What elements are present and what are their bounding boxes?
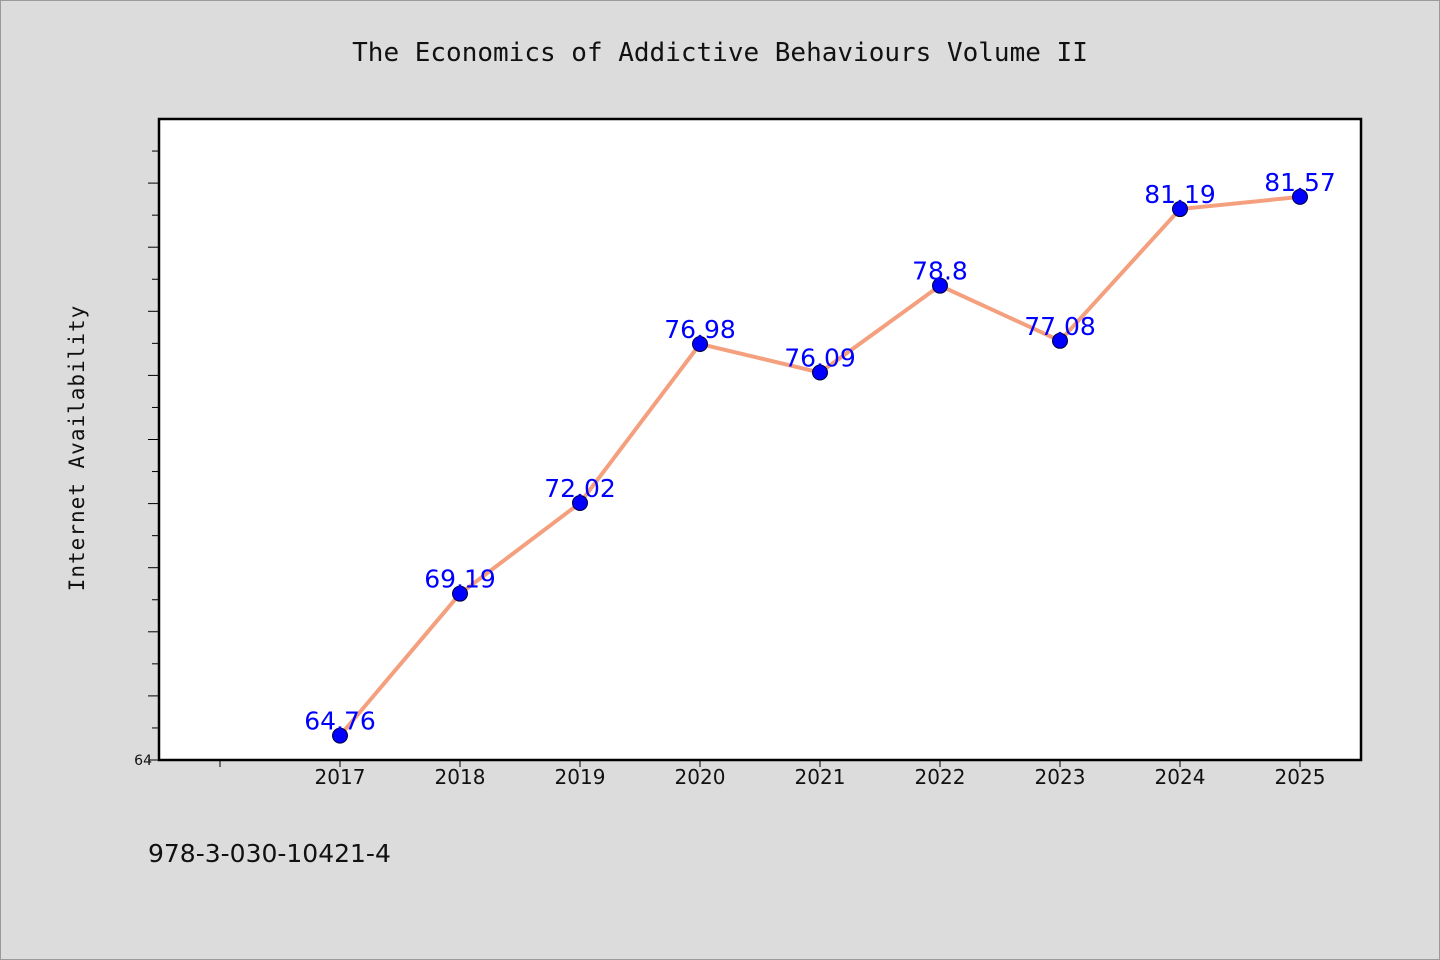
series-layer bbox=[332, 188, 1308, 744]
x-tick-label: 2021 bbox=[795, 765, 846, 789]
x-tick-label: 2022 bbox=[915, 765, 966, 789]
data-label: 69.19 bbox=[424, 565, 496, 594]
data-label: 76.09 bbox=[784, 344, 856, 373]
y-axis-ticks: 64 bbox=[134, 150, 159, 769]
data-labels-layer: 64.76 69.19 72.02 76.98 76.09 78.8 77.08 81.19 8… bbox=[304, 168, 1336, 736]
data-point bbox=[452, 585, 468, 602]
data-label: 72.02 bbox=[544, 474, 616, 503]
x-tick-label: 2017 bbox=[315, 765, 366, 789]
x-tick-label: 2020 bbox=[675, 765, 726, 789]
x-tick-label: 2018 bbox=[435, 765, 486, 789]
y-axis-label: Internet Availability bbox=[65, 305, 89, 592]
data-point bbox=[692, 335, 708, 352]
isbn-footer: 978-3-030-10421-4 bbox=[148, 839, 391, 868]
data-label: 76.98 bbox=[664, 315, 736, 344]
data-label: 81.19 bbox=[1144, 180, 1216, 209]
data-label: 78.8 bbox=[912, 257, 968, 286]
x-tick-label: 2024 bbox=[1155, 765, 1206, 789]
data-label: 81.57 bbox=[1264, 168, 1336, 197]
data-point bbox=[1052, 332, 1068, 349]
data-point bbox=[932, 277, 948, 294]
data-point bbox=[1292, 188, 1308, 205]
x-tick-label: 2019 bbox=[555, 765, 606, 789]
data-point bbox=[812, 364, 828, 381]
plot-area bbox=[157, 117, 1363, 762]
x-axis-ticks: 2017 2018 2019 2020 2021 2022 2023 2024 2025 bbox=[219, 760, 1326, 789]
data-label: 64.76 bbox=[304, 707, 376, 736]
x-tick-label: 2025 bbox=[1275, 765, 1326, 789]
data-point bbox=[332, 727, 348, 744]
data-label: 77.08 bbox=[1024, 312, 1096, 341]
data-point bbox=[1172, 201, 1188, 218]
data-point bbox=[572, 494, 588, 511]
y-tick-label: 64 bbox=[134, 753, 152, 769]
x-tick-label: 2023 bbox=[1035, 765, 1086, 789]
chart-title: The Economics of Addictive Behaviours Vo… bbox=[352, 38, 1088, 68]
